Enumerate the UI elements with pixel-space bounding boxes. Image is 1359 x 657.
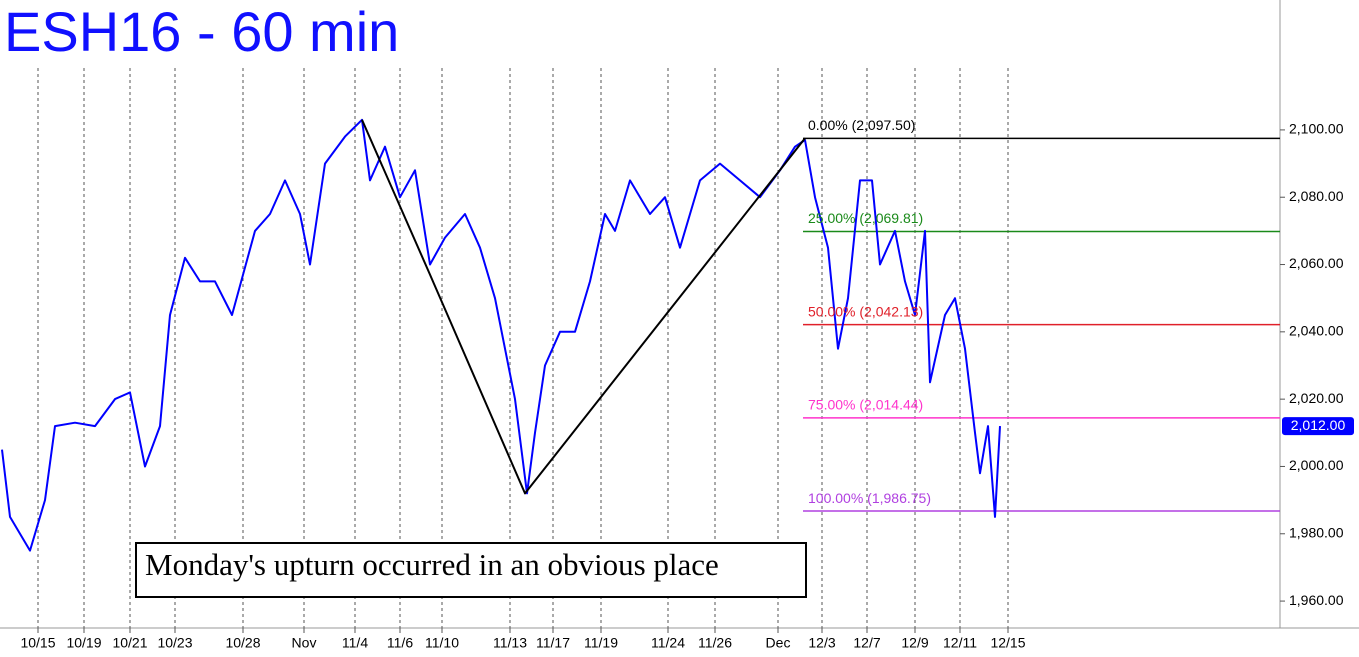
fib-label: 50.00% (2,042.13)	[808, 303, 923, 319]
fib-label: 100.00% (1,986.75)	[808, 490, 931, 506]
x-tick-label: 12/9	[901, 635, 928, 651]
x-tick-label: 11/17	[536, 635, 570, 651]
x-tick-label: 12/3	[808, 635, 835, 651]
annotation: Monday's upturn occurred in an obvious p…	[145, 547, 719, 582]
chart-title: ESH16 - 60 min	[4, 0, 399, 63]
x-tick-label: 11/24	[651, 635, 685, 651]
x-tick-label: 10/23	[157, 635, 192, 651]
y-tick-label: 2,100.00	[1289, 121, 1344, 137]
x-tick-label: Nov	[292, 635, 317, 651]
x-tick-label: 10/15	[20, 635, 55, 651]
x-tick-label: 11/26	[698, 635, 732, 651]
y-tick-label: 2,000.00	[1289, 457, 1344, 473]
y-tick-label: 2,080.00	[1289, 188, 1344, 204]
x-tick-label: 12/15	[990, 635, 1025, 651]
y-tick-label: 2,040.00	[1289, 323, 1344, 339]
x-tick-label: 11/13	[493, 635, 527, 651]
y-tick-label: 2,020.00	[1289, 390, 1344, 406]
x-tick-label: 12/11	[943, 635, 977, 651]
annotation-box	[135, 542, 807, 598]
y-tick-label: 1,960.00	[1289, 592, 1344, 608]
x-tick-label: 10/19	[66, 635, 101, 651]
x-tick-label: 11/19	[584, 635, 618, 651]
last-price-box	[1282, 417, 1354, 436]
y-tick-label: 2,060.00	[1289, 255, 1344, 271]
trendline	[361, 119, 806, 495]
y-tick-label: 1,980.00	[1289, 524, 1344, 540]
fib-label: 75.00% (2,014.44)	[808, 397, 923, 413]
last-price-label: 2,012.00	[1291, 417, 1346, 433]
fib-label: 25.00% (2,069.81)	[808, 210, 923, 226]
x-tick-label: Dec	[766, 635, 791, 651]
x-tick-label: 11/10	[425, 635, 459, 651]
x-tick-label: 10/21	[112, 635, 147, 651]
price-line	[1, 118, 1001, 552]
x-tick-label: 11/4	[342, 635, 368, 651]
x-tick-label: 12/7	[853, 635, 880, 651]
fib-label: 0.00% (2,097.50)	[808, 117, 915, 133]
plot-area	[1, 68, 1280, 628]
x-tick-label: 11/6	[387, 635, 413, 651]
x-tick-label: 10/28	[225, 635, 260, 651]
